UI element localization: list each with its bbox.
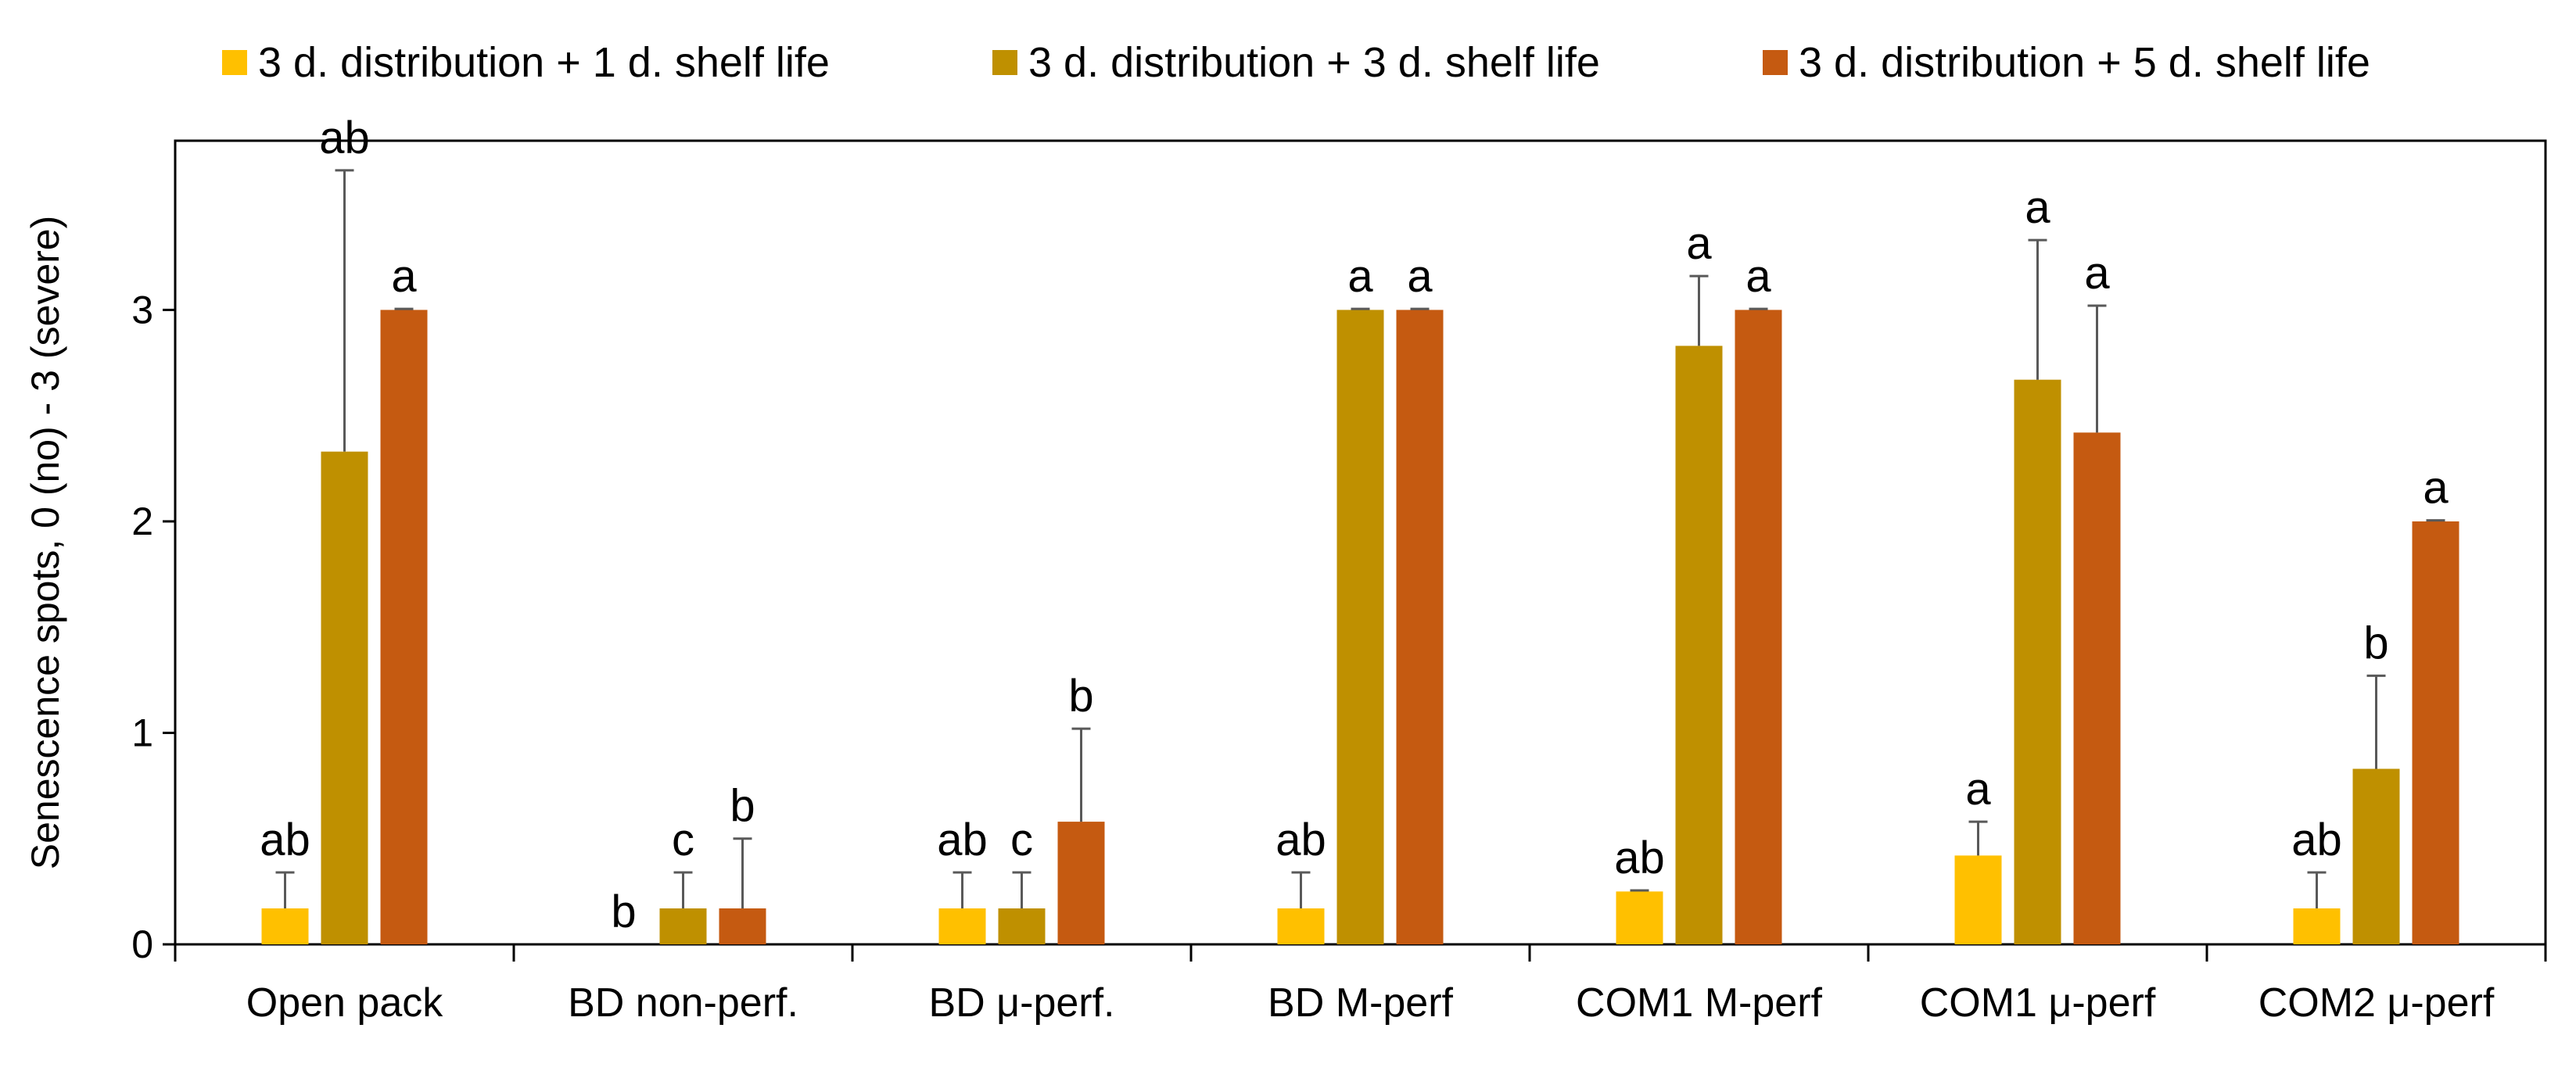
significance-letter: ab xyxy=(319,113,370,163)
y-tick-label: 2 xyxy=(131,500,153,543)
bar xyxy=(998,908,1046,944)
bar xyxy=(1277,908,1325,944)
y-tick-label: 1 xyxy=(131,711,153,754)
bar xyxy=(1735,310,1782,945)
bar xyxy=(938,908,986,944)
bar xyxy=(719,908,766,944)
significance-letter: b xyxy=(611,887,636,937)
significance-letter: a xyxy=(391,251,417,302)
bar xyxy=(1954,855,2002,944)
legend-label: 3 d. distribution + 3 d. shelf life xyxy=(1028,39,1600,86)
significance-letter: a xyxy=(1686,218,1712,269)
category-label: BD M-perf xyxy=(1268,980,1453,1026)
plot-area: 0 1 2 3 Open pack BD non-perf. BD μ-perf. BD M-… xyxy=(131,113,2547,1026)
significance-letter: a xyxy=(1965,764,1991,815)
significance-letter: ab xyxy=(1614,833,1665,883)
legend-label: 3 d. distribution + 1 d. shelf life xyxy=(258,39,830,86)
bar xyxy=(1616,891,1663,944)
significance-letter: a xyxy=(1347,251,1373,302)
legend-swatch xyxy=(1763,50,1788,75)
significance-letter: a xyxy=(2423,463,2449,514)
bar xyxy=(1675,346,1723,944)
bar xyxy=(1336,310,1384,945)
bar xyxy=(659,908,707,944)
bar xyxy=(2014,379,2061,945)
significance-letter: a xyxy=(2025,182,2050,233)
category-label: COM1 μ-perf xyxy=(1920,980,2156,1026)
legend-label: 3 d. distribution + 5 d. shelf life xyxy=(1799,39,2370,86)
significance-letter: b xyxy=(730,781,755,832)
bar xyxy=(321,451,368,944)
y-tick-label: 0 xyxy=(131,922,153,966)
significance-letter: c xyxy=(672,815,694,865)
bar xyxy=(2412,521,2459,944)
significance-letter: ab xyxy=(1275,815,1326,865)
significance-letter: ab xyxy=(2291,815,2342,865)
significance-letter: c xyxy=(1010,815,1033,865)
y-tick-label: 3 xyxy=(131,288,153,331)
significance-letter: b xyxy=(2363,618,2388,668)
bar xyxy=(1396,310,1444,945)
significance-letter: ab xyxy=(937,815,988,865)
category-label: Open pack xyxy=(246,980,443,1026)
category-label: COM1 M-perf xyxy=(1576,980,1822,1026)
category-label: BD non-perf. xyxy=(568,980,798,1026)
bar xyxy=(2352,768,2400,944)
significance-letter: a xyxy=(2084,248,2110,299)
bar xyxy=(2073,432,2121,944)
bar xyxy=(380,310,428,945)
bar xyxy=(261,908,309,944)
significance-letter: a xyxy=(1745,251,1771,302)
category-label: BD μ-perf. xyxy=(928,980,1114,1026)
category-label: COM2 μ-perf xyxy=(2258,980,2495,1026)
significance-letter: ab xyxy=(260,815,310,865)
significance-letter: b xyxy=(1068,671,1093,722)
significance-letter: a xyxy=(1407,251,1433,302)
bar xyxy=(1057,822,1105,944)
legend: 3 d. distribution + 1 d. shelf life 3 d. … xyxy=(222,39,2370,86)
legend-swatch xyxy=(992,50,1017,75)
legend-swatch xyxy=(222,50,247,75)
bar xyxy=(2293,908,2341,944)
y-axis-label: Senescence spots, 0 (no) - 3 (severe) xyxy=(23,216,67,870)
